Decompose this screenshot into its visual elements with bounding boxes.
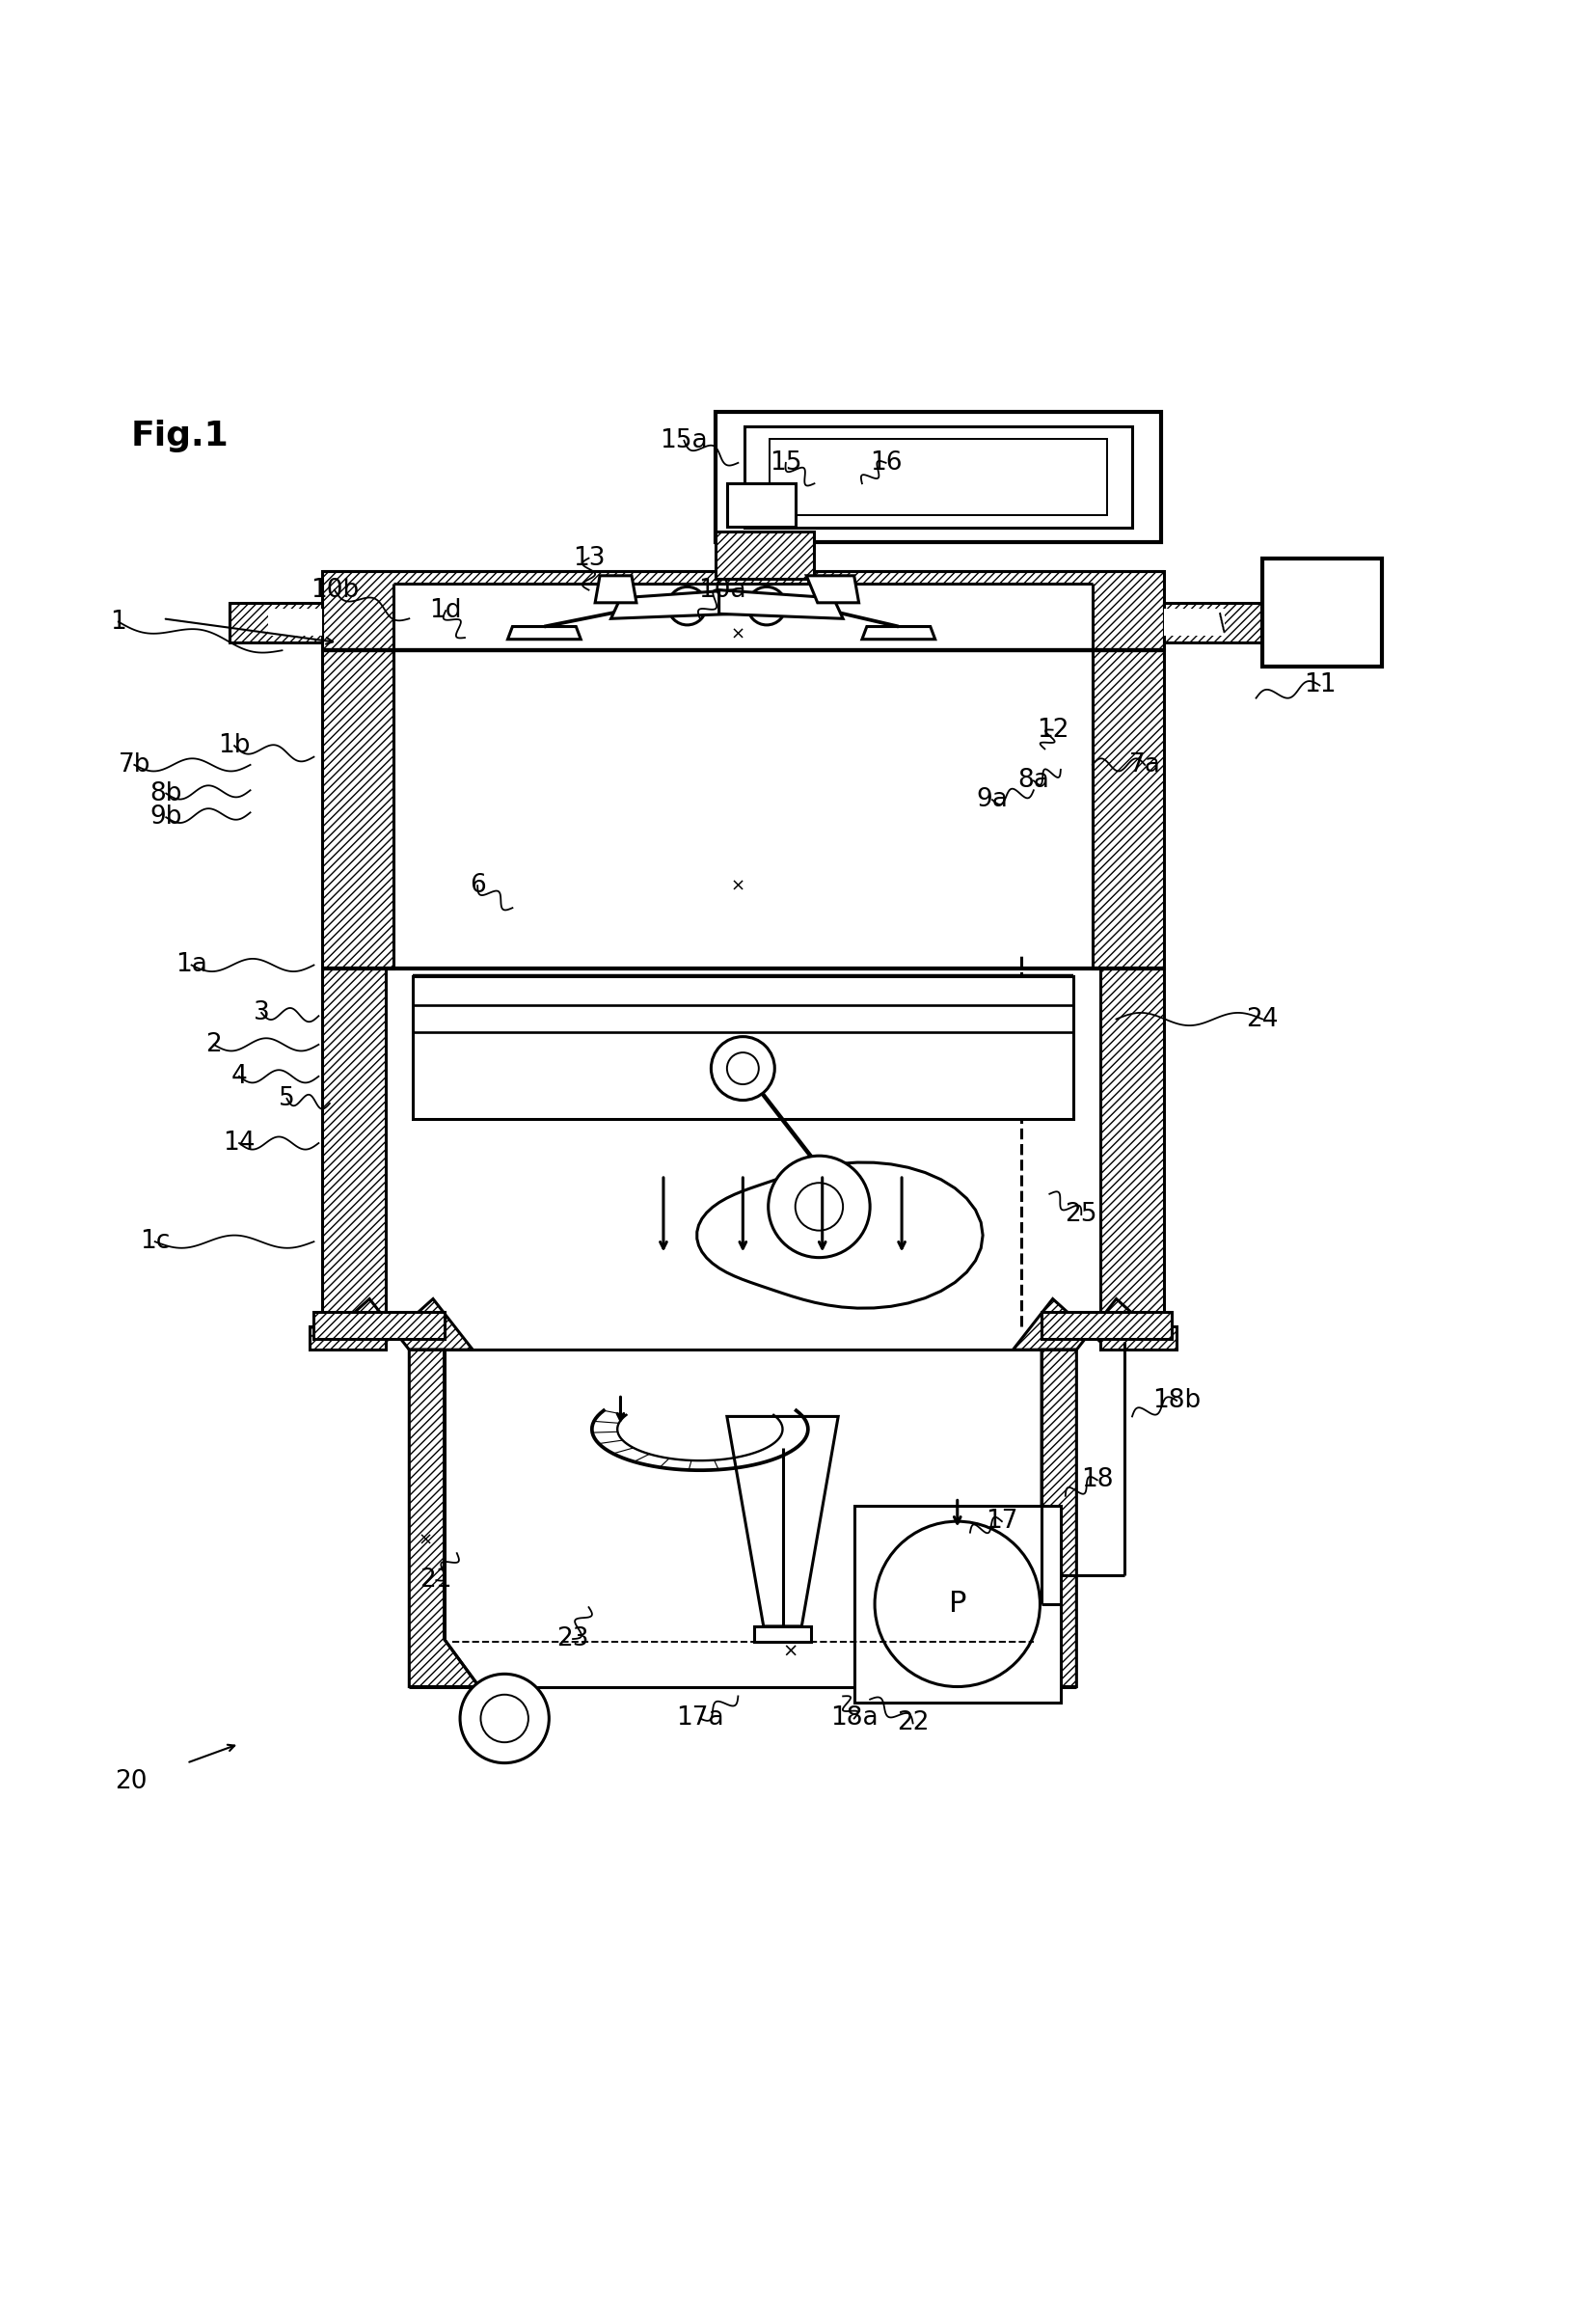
- Polygon shape: [744, 427, 1132, 529]
- Polygon shape: [310, 1326, 385, 1349]
- Text: ×: ×: [418, 1532, 433, 1548]
- Text: 18: 18: [1080, 1467, 1112, 1493]
- Text: 12: 12: [1036, 716, 1068, 742]
- Polygon shape: [393, 584, 1092, 651]
- Text: 13: 13: [573, 545, 605, 570]
- Circle shape: [747, 586, 785, 626]
- Text: 1b: 1b: [219, 732, 251, 758]
- Polygon shape: [611, 591, 734, 619]
- Polygon shape: [1163, 603, 1262, 642]
- Text: 7b: 7b: [118, 753, 150, 777]
- Text: 1a: 1a: [176, 953, 207, 978]
- Polygon shape: [412, 976, 1073, 1120]
- Text: 15: 15: [769, 450, 801, 475]
- Polygon shape: [715, 413, 1160, 542]
- Polygon shape: [769, 438, 1106, 515]
- Polygon shape: [806, 575, 859, 603]
- Text: 9b: 9b: [150, 804, 182, 830]
- Text: 9a: 9a: [975, 788, 1007, 811]
- Text: 8a: 8a: [1017, 767, 1049, 793]
- Polygon shape: [715, 531, 814, 580]
- Polygon shape: [1041, 1312, 1171, 1337]
- Text: ×: ×: [731, 876, 745, 895]
- Polygon shape: [322, 651, 393, 969]
- Text: 11: 11: [1302, 672, 1334, 698]
- Circle shape: [460, 1674, 549, 1764]
- Text: 3: 3: [254, 1001, 270, 1025]
- Text: 8b: 8b: [150, 781, 182, 807]
- Text: ×: ×: [782, 1643, 798, 1662]
- Polygon shape: [726, 1416, 838, 1627]
- Polygon shape: [1100, 969, 1163, 1342]
- Circle shape: [768, 1157, 870, 1259]
- Polygon shape: [726, 484, 795, 526]
- Circle shape: [480, 1694, 528, 1743]
- Text: 22: 22: [897, 1711, 929, 1736]
- Text: 17: 17: [985, 1509, 1017, 1535]
- Polygon shape: [322, 969, 385, 1342]
- Text: /: /: [1213, 610, 1231, 635]
- Polygon shape: [1100, 1326, 1176, 1349]
- Polygon shape: [1262, 559, 1381, 665]
- Polygon shape: [508, 626, 581, 640]
- Text: Fig.1: Fig.1: [131, 420, 230, 452]
- Text: 10b: 10b: [310, 577, 359, 603]
- Text: 5: 5: [279, 1087, 295, 1110]
- Text: 2: 2: [206, 1032, 222, 1057]
- Text: P: P: [948, 1590, 966, 1618]
- Polygon shape: [322, 1298, 472, 1349]
- Polygon shape: [1163, 610, 1224, 635]
- Polygon shape: [1012, 1298, 1163, 1349]
- Polygon shape: [595, 575, 637, 603]
- Circle shape: [667, 586, 705, 626]
- Polygon shape: [862, 626, 935, 640]
- Text: 20: 20: [115, 1769, 147, 1794]
- Polygon shape: [753, 1627, 811, 1641]
- Polygon shape: [268, 610, 322, 635]
- Text: 10a: 10a: [697, 577, 745, 603]
- Polygon shape: [696, 1161, 982, 1307]
- Polygon shape: [230, 603, 322, 642]
- Text: 4: 4: [231, 1064, 247, 1089]
- Polygon shape: [409, 1349, 479, 1688]
- Polygon shape: [718, 591, 843, 619]
- Text: 15a: 15a: [659, 429, 707, 452]
- Text: 6: 6: [469, 874, 485, 897]
- Text: 17a: 17a: [675, 1706, 723, 1732]
- Text: 14: 14: [223, 1131, 255, 1157]
- Text: ×: ×: [731, 626, 745, 642]
- Circle shape: [726, 1052, 758, 1085]
- Text: 18a: 18a: [830, 1706, 878, 1732]
- Text: 1: 1: [110, 610, 126, 635]
- Circle shape: [875, 1521, 1039, 1688]
- Polygon shape: [1005, 1349, 1076, 1688]
- Text: 23: 23: [557, 1627, 589, 1650]
- Text: 7a: 7a: [1128, 753, 1160, 777]
- Polygon shape: [314, 1312, 444, 1337]
- Polygon shape: [854, 1504, 1060, 1701]
- Text: 16: 16: [870, 450, 902, 475]
- Text: 21: 21: [420, 1567, 452, 1592]
- Circle shape: [795, 1182, 843, 1231]
- Polygon shape: [1092, 651, 1163, 969]
- Text: 24: 24: [1245, 1006, 1278, 1032]
- Text: 18b: 18b: [1152, 1388, 1200, 1414]
- Text: 1d: 1d: [429, 598, 461, 624]
- Polygon shape: [322, 570, 1163, 651]
- Text: 25: 25: [1065, 1203, 1096, 1226]
- Circle shape: [710, 1036, 774, 1101]
- Text: 1c: 1c: [140, 1229, 171, 1254]
